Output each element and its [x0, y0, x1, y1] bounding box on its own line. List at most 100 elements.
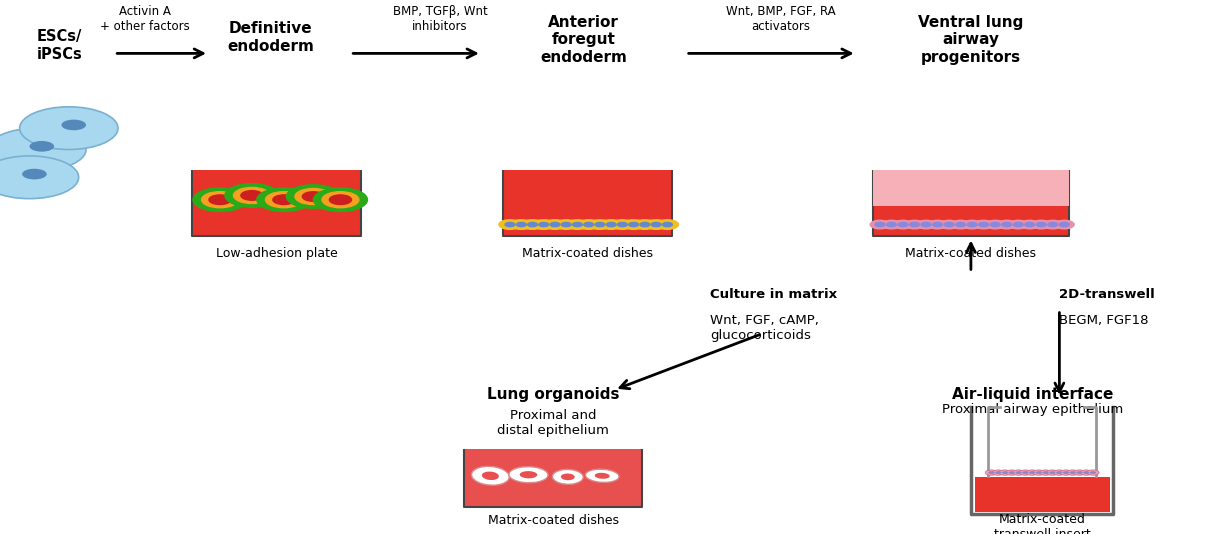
Circle shape [257, 188, 311, 211]
Circle shape [1032, 470, 1045, 475]
Circle shape [1025, 222, 1035, 226]
Ellipse shape [509, 467, 548, 483]
Circle shape [286, 185, 340, 208]
Circle shape [329, 195, 351, 205]
Circle shape [917, 220, 936, 229]
Circle shape [651, 222, 661, 226]
Circle shape [532, 220, 554, 229]
Circle shape [1069, 471, 1075, 474]
Circle shape [956, 222, 966, 226]
Circle shape [510, 220, 532, 229]
Circle shape [562, 222, 571, 226]
Ellipse shape [595, 473, 610, 479]
Circle shape [606, 222, 616, 226]
Circle shape [578, 220, 600, 229]
Circle shape [634, 220, 656, 229]
Text: Activin A
+ other factors: Activin A + other factors [100, 5, 190, 33]
Circle shape [1090, 471, 1096, 474]
Circle shape [962, 220, 982, 229]
Circle shape [997, 220, 1016, 229]
Text: Proximal airway epithelium: Proximal airway epithelium [941, 403, 1123, 416]
Circle shape [516, 222, 526, 226]
Circle shape [22, 169, 47, 179]
Circle shape [905, 220, 924, 229]
Circle shape [645, 220, 667, 229]
Circle shape [1002, 222, 1011, 226]
Text: Ventral lung
airway
progenitors: Ventral lung airway progenitors [918, 15, 1024, 65]
Ellipse shape [585, 469, 619, 482]
Circle shape [193, 188, 247, 211]
Circle shape [1073, 470, 1085, 475]
Text: Lung organoids: Lung organoids [487, 387, 619, 402]
Circle shape [623, 220, 645, 229]
Bar [873, 170, 1069, 236]
Circle shape [629, 222, 639, 226]
Circle shape [1086, 470, 1099, 475]
Circle shape [1029, 471, 1035, 474]
Text: Culture in matrix: Culture in matrix [710, 288, 837, 301]
Circle shape [538, 222, 548, 226]
Circle shape [29, 141, 54, 152]
Circle shape [939, 220, 959, 229]
Circle shape [870, 220, 890, 229]
Circle shape [611, 220, 633, 229]
Circle shape [967, 222, 977, 226]
Circle shape [551, 222, 560, 226]
Circle shape [573, 222, 583, 226]
Text: Air-liquid interface: Air-liquid interface [951, 387, 1113, 402]
Text: Matrix-coated
transwell insert: Matrix-coated transwell insert [994, 513, 1090, 534]
Circle shape [881, 220, 901, 229]
Circle shape [1048, 222, 1058, 226]
Text: 2D-transwell: 2D-transwell [1059, 288, 1155, 301]
Circle shape [322, 192, 359, 208]
Text: Wnt, FGF, cAMP,
glucocorticoids: Wnt, FGF, cAMP, glucocorticoids [710, 314, 820, 342]
Circle shape [527, 222, 537, 226]
Ellipse shape [472, 466, 509, 485]
Text: Matrix-coated dishes: Matrix-coated dishes [906, 247, 1036, 260]
Circle shape [1036, 471, 1042, 474]
Bar [975, 477, 1110, 512]
Circle shape [241, 191, 263, 200]
Circle shape [640, 222, 650, 226]
Circle shape [1063, 471, 1069, 474]
Circle shape [886, 222, 896, 226]
Circle shape [225, 184, 279, 207]
Circle shape [1059, 470, 1072, 475]
Text: BEGM, FGF18: BEGM, FGF18 [1059, 314, 1149, 327]
Text: ESCs/
iPSCs: ESCs/ iPSCs [37, 29, 82, 62]
Circle shape [1046, 470, 1058, 475]
Circle shape [1059, 222, 1069, 226]
Circle shape [1054, 220, 1074, 229]
Circle shape [1008, 220, 1027, 229]
Circle shape [302, 192, 324, 201]
Circle shape [1009, 471, 1015, 474]
Circle shape [1023, 471, 1029, 474]
Circle shape [933, 222, 943, 226]
Circle shape [999, 470, 1011, 475]
Circle shape [234, 187, 270, 203]
Circle shape [995, 471, 1002, 474]
Circle shape [617, 222, 627, 226]
Circle shape [265, 192, 302, 208]
Circle shape [1056, 471, 1062, 474]
Text: Anterior
foregut
endoderm: Anterior foregut endoderm [541, 15, 627, 65]
Circle shape [988, 471, 994, 474]
Bar [873, 170, 1069, 206]
Circle shape [505, 222, 515, 226]
Circle shape [1036, 222, 1046, 226]
Circle shape [992, 470, 1004, 475]
Circle shape [1002, 471, 1008, 474]
Circle shape [584, 222, 594, 226]
Ellipse shape [552, 469, 584, 484]
Circle shape [991, 222, 1000, 226]
Circle shape [313, 188, 367, 211]
Circle shape [544, 220, 567, 229]
Circle shape [1015, 471, 1021, 474]
Circle shape [1043, 220, 1063, 229]
Circle shape [209, 195, 231, 205]
Circle shape [0, 128, 86, 171]
Circle shape [589, 220, 611, 229]
Circle shape [521, 220, 543, 229]
Text: Matrix-coated dishes: Matrix-coated dishes [488, 514, 618, 527]
Circle shape [928, 220, 948, 229]
